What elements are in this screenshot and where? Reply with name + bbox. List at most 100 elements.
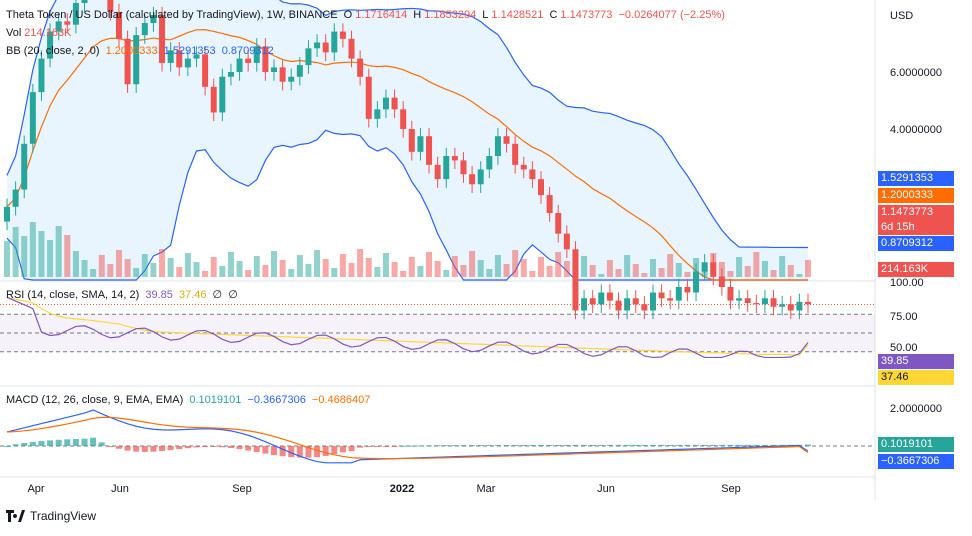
macd-hist-bar: [658, 444, 665, 446]
macd-hist-bar: [115, 446, 122, 449]
macd-hist-bar: [649, 444, 656, 446]
volume-bar: [529, 271, 536, 277]
macd-hist-bar: [21, 442, 28, 446]
candle-body: [667, 298, 674, 301]
volume-bar: [581, 256, 588, 277]
tradingview-logo[interactable]: TradingView: [6, 509, 96, 523]
volume-bar: [271, 251, 277, 277]
candle-body: [736, 298, 743, 301]
volume-bar: [90, 269, 97, 277]
volume-bar: [589, 265, 596, 277]
volume-bar: [4, 241, 10, 277]
macd-hist-bar: [382, 446, 389, 447]
header-legend: Theta Token / US Dollar (calculated by T…: [6, 9, 728, 21]
candle-body: [271, 67, 277, 72]
open-value: 1.1716414: [355, 9, 408, 21]
volume-bar: [563, 261, 570, 277]
macd-label: MACD (12, 26, close, 9, EMA, EMA): [6, 394, 184, 406]
macd-hist-bar: [141, 446, 148, 452]
candle-body: [365, 76, 372, 119]
candle-body: [538, 179, 544, 196]
macd-hist-bar: [486, 444, 493, 446]
candle-body: [434, 164, 441, 180]
candle-body: [503, 136, 510, 144]
candle-body: [598, 292, 605, 305]
macd-hist-bar: [529, 444, 536, 446]
macd-hist-bar: [460, 445, 467, 447]
macd-hist-bar: [167, 446, 174, 451]
macd-hist-bar: [374, 446, 381, 447]
bb-legend: BB (20, close, 2, 0) 1.2000333 1.5291353…: [6, 45, 277, 57]
macd-hist-bar: [494, 444, 501, 446]
macd-hist-bar: [451, 445, 458, 447]
macd-hist-bar: [55, 439, 62, 446]
macd-hist-bar: [727, 444, 734, 446]
volume-bar: [477, 260, 484, 277]
bb-label: BB (20, close, 2, 0): [6, 45, 100, 57]
volume-bar: [649, 259, 656, 277]
volume-bar: [710, 253, 717, 277]
volume-bar: [331, 268, 338, 277]
candle-body: [606, 292, 613, 301]
volume-bar: [796, 274, 803, 277]
volume-bar: [460, 265, 467, 277]
candle-body: [29, 92, 36, 144]
close-value: 1.1473773: [560, 9, 613, 21]
macd-hist-bar: [615, 444, 622, 446]
candle-body: [12, 189, 19, 207]
volume-bar: [133, 268, 140, 277]
x-tick-sep: Sep: [232, 483, 252, 495]
high-value: 1.1853294: [424, 9, 477, 21]
macd-hist-badge: 0.1019101: [878, 437, 954, 452]
volume-bar: [400, 271, 407, 277]
candle-body: [589, 298, 596, 305]
macd-hist-bar: [159, 446, 166, 452]
candle-body: [210, 86, 217, 113]
rsi-tick-100: 100.00: [890, 277, 924, 289]
volume-bar: [176, 267, 183, 277]
volume-bar: [805, 260, 811, 277]
volume-label: Vol: [6, 27, 22, 39]
symbol-title: Theta Token / US Dollar (calculated by T…: [6, 9, 338, 21]
macd-hist-bar: [47, 440, 54, 446]
macd-hist-bar: [38, 441, 45, 446]
macd-hist-bar: [314, 446, 321, 458]
candle-body: [331, 31, 338, 53]
macd-hist-bar: [512, 444, 519, 446]
macd-hist-bar: [632, 444, 639, 446]
rsi-legend: RSI (14, close, SMA, 14, 2) 39.85 37.46 …: [6, 288, 241, 301]
volume-bar: [512, 250, 519, 277]
close-label: C: [549, 9, 558, 21]
low-label: L: [482, 9, 489, 21]
macd-hist-bar: [348, 446, 355, 452]
candle-body: [124, 38, 131, 85]
volume-bar: [426, 252, 433, 277]
volume-bar: [787, 265, 794, 277]
macd-hist-bar: [305, 446, 312, 458]
volume-bar: [374, 267, 381, 277]
rsi-ma-value: 37.46: [178, 289, 207, 301]
candle-body: [391, 97, 398, 110]
candle-body: [451, 156, 458, 161]
bb-upper-line: [6, 0, 808, 249]
candle-body: [641, 304, 648, 311]
candle-body: [21, 143, 28, 190]
candle-body: [555, 213, 562, 234]
volume-bar: [98, 255, 105, 277]
candle-body: [693, 271, 700, 293]
volume-bar: [779, 256, 786, 277]
volume-bar: [736, 257, 743, 277]
volume-bar: [38, 231, 45, 277]
candle-body: [753, 303, 760, 305]
candle-body: [115, 11, 122, 39]
volume-bar: [305, 264, 312, 277]
bb-basis-badge: 1.2000333: [878, 188, 954, 203]
macd-hist-bar: [693, 444, 700, 446]
candle-body: [167, 50, 174, 63]
macd-hist-bar: [555, 444, 562, 446]
candle-body: [408, 129, 415, 152]
macd-badge: −0.3667306: [878, 454, 954, 469]
macd-hist-bar: [81, 438, 88, 446]
candle-body: [279, 67, 286, 82]
